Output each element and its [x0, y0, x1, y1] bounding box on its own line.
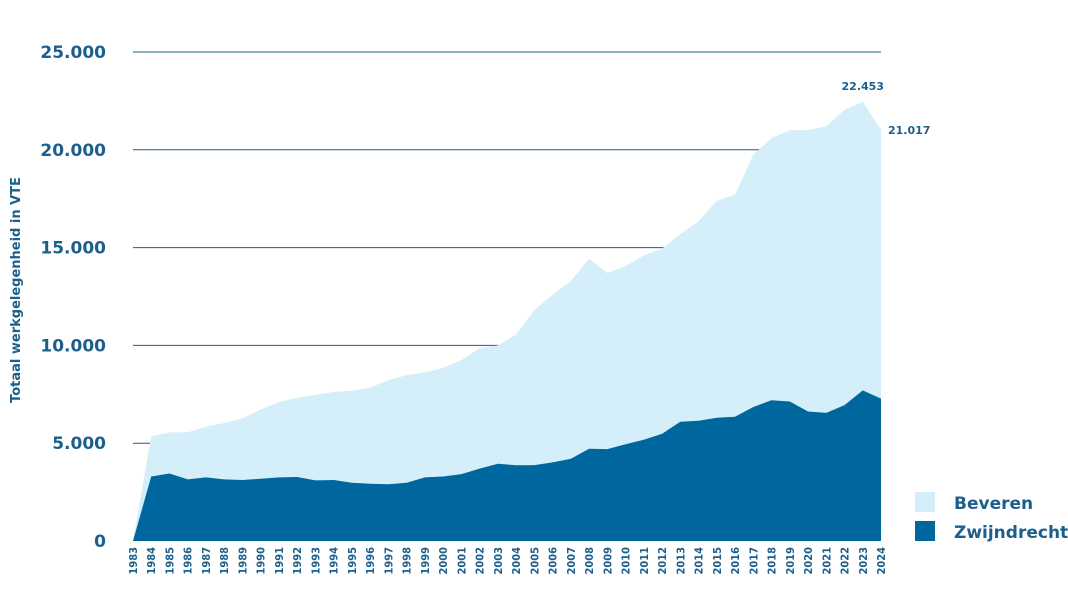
x-tick-label: 2008 — [583, 547, 596, 575]
legend[interactable]: Beveren Zwijndrecht — [915, 492, 1068, 543]
x-tick-label: 1999 — [419, 547, 432, 575]
x-tick-label: 2000 — [437, 547, 450, 575]
x-tick-label: 2007 — [565, 547, 578, 575]
legend-item-zwijndrecht[interactable]: Zwijndrecht — [915, 521, 1068, 543]
x-tick-label: 1998 — [401, 547, 414, 575]
x-tick-label: 1997 — [382, 547, 395, 575]
x-tick-label: 2010 — [620, 547, 633, 575]
y-tick-label: 5.000 — [52, 434, 106, 454]
x-tick-label: 2009 — [601, 547, 614, 575]
x-tick-label: 1983 — [127, 547, 140, 575]
x-tick-label: 2015 — [711, 547, 724, 575]
data-label: 21.017 — [888, 124, 930, 137]
x-tick-label: 1990 — [255, 547, 268, 575]
legend-swatch — [915, 521, 935, 541]
legend-item-beveren[interactable]: Beveren — [915, 492, 1033, 514]
y-tick-label: 25.000 — [40, 43, 106, 63]
x-tick-label: 1986 — [182, 547, 195, 575]
x-tick-label: 2004 — [510, 547, 523, 575]
y-tick-label: 15.000 — [40, 239, 106, 259]
x-tick-label: 2001 — [455, 547, 468, 575]
x-tick-label: 2021 — [820, 547, 833, 575]
data-label: 22.453 — [842, 80, 884, 93]
x-tick-label: 1989 — [236, 547, 249, 575]
x-axis-ticks: 1983 1984 1985 1986 1987 1988 1989 1990 1991 1992… — [127, 547, 888, 575]
x-tick-label: 2005 — [528, 547, 541, 575]
x-tick-label: 2011 — [638, 547, 651, 575]
x-tick-label: 2003 — [492, 547, 505, 575]
x-tick-label: 2006 — [547, 547, 560, 575]
x-tick-label: 2022 — [839, 547, 852, 575]
plot-areas — [133, 101, 881, 542]
x-tick-label: 2016 — [729, 547, 742, 575]
x-tick-label: 2012 — [656, 547, 669, 575]
series-area-zwijndrecht — [133, 390, 881, 541]
x-tick-label: 2020 — [802, 547, 815, 575]
x-tick-label: 1991 — [273, 547, 286, 575]
x-tick-label: 2018 — [766, 547, 779, 575]
x-tick-label: 1988 — [218, 547, 231, 575]
x-tick-label: 2014 — [693, 547, 706, 575]
legend-label: Beveren — [954, 494, 1033, 514]
y-tick-label: 10.000 — [40, 336, 106, 356]
y-tick-label: 0 — [94, 532, 106, 552]
x-tick-label: 1996 — [364, 547, 377, 575]
x-tick-label: 1993 — [309, 547, 322, 575]
x-tick-label: 2024 — [875, 547, 888, 575]
x-tick-label: 2017 — [747, 547, 760, 575]
x-tick-label: 1987 — [200, 547, 213, 575]
x-tick-label: 2002 — [474, 547, 487, 575]
x-tick-label: 1995 — [346, 547, 359, 575]
x-tick-label: 2019 — [784, 547, 797, 575]
legend-swatch — [915, 492, 935, 512]
x-tick-label: 1984 — [145, 547, 158, 575]
x-tick-label: 2023 — [857, 547, 870, 575]
data-annotations: 22.453 21.017 — [842, 80, 931, 137]
x-tick-label: 1994 — [328, 547, 341, 575]
x-tick-label: 1985 — [163, 547, 176, 575]
y-tick-label: 20.000 — [40, 141, 106, 161]
x-tick-label: 2013 — [674, 547, 687, 575]
y-axis-label: Totaal werkgelegenheid in VTE — [9, 177, 24, 403]
legend-label: Zwijndrecht — [954, 523, 1068, 543]
y-axis-ticks: 0 5.000 10.000 15.000 20.000 25.000 — [40, 43, 106, 552]
x-tick-label: 1992 — [291, 547, 304, 575]
